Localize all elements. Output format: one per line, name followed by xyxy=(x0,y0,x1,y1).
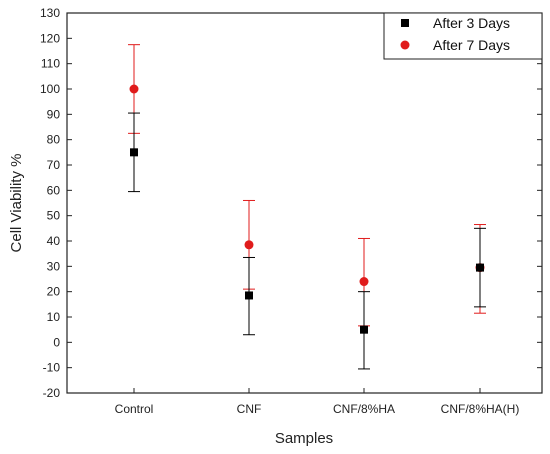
y-tick-label: 110 xyxy=(41,57,60,71)
series-after-3-days xyxy=(128,112,486,370)
legend-label-after-7-days: After 7 Days xyxy=(433,37,510,53)
y-tick-label: 50 xyxy=(47,209,61,223)
data-point-square xyxy=(130,148,138,157)
y-tick-label: 120 xyxy=(40,31,60,45)
x-tick-label-control: Control xyxy=(115,402,154,416)
plot-frame xyxy=(66,12,543,394)
legend-marker-after-3-days xyxy=(401,19,409,27)
y-tick-label: 20 xyxy=(47,285,61,299)
y-axis-title: Cell Viability % xyxy=(8,154,25,253)
y-tick-label: 10 xyxy=(47,310,61,324)
data-point-circle xyxy=(129,84,139,94)
y-tick-label: 130 xyxy=(40,6,60,20)
data-point-square xyxy=(476,263,484,272)
y-tick-label: 100 xyxy=(40,82,60,96)
y-tick-label: 70 xyxy=(47,158,61,172)
y-tick-label: -10 xyxy=(43,361,61,375)
x-axis-title: Samples xyxy=(275,430,333,447)
y-tick-label: 40 xyxy=(47,234,61,248)
legend-marker-after-7-days xyxy=(400,40,410,50)
y-tick-label: 30 xyxy=(47,259,61,273)
data-point-circle xyxy=(244,240,254,250)
data-point-circle xyxy=(359,277,369,287)
legend-box xyxy=(383,12,543,60)
series-after-7-days xyxy=(128,44,486,327)
data-marks xyxy=(128,44,486,370)
x-tick-label-cnf-8-ha: CNF/8%HA xyxy=(333,402,395,416)
y-tick-label: 60 xyxy=(47,183,61,197)
data-point-square xyxy=(360,325,368,334)
x-axis: Control CNF CNF/8%HA CNF/8%HA(H) xyxy=(115,388,520,416)
y-tick-label: 0 xyxy=(53,335,60,349)
data-point-square xyxy=(245,291,253,300)
y-tick-label: 80 xyxy=(47,133,61,147)
x-tick-label-cnf: CNF xyxy=(237,402,262,416)
legend-label-after-3-days: After 3 Days xyxy=(433,15,510,31)
y-tick-label: 90 xyxy=(47,107,61,121)
legend: After 3 Days After 7 Days xyxy=(383,12,543,60)
y-tick-label: -20 xyxy=(43,386,61,400)
x-tick-label-cnf-8-ha-h: CNF/8%HA(H) xyxy=(441,402,520,416)
y-axis: -20 -10 0 10 20 30 40 50 60 70 80 90 100 110 120 130 xyxy=(40,6,542,400)
